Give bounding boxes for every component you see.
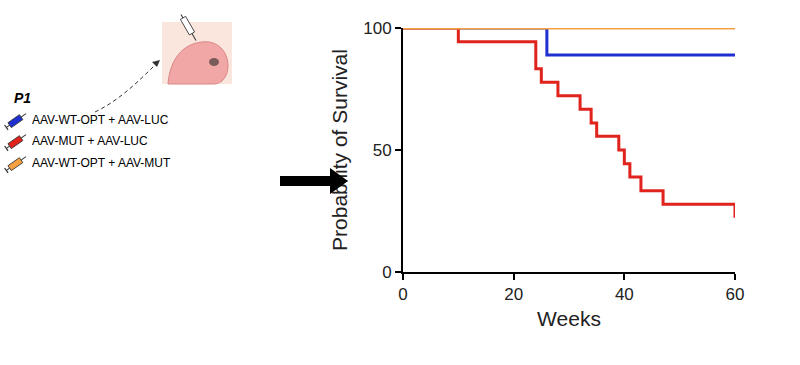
svg-text:Weeks: Weeks	[537, 307, 601, 330]
svg-text:AAV-WT-OPT + AAV-MUT: AAV-WT-OPT + AAV-MUT	[32, 156, 171, 170]
svg-text:100: 100	[363, 19, 391, 38]
svg-text:Probability of Survival: Probability of Survival	[328, 49, 351, 251]
svg-text:40: 40	[615, 285, 634, 304]
svg-text:20: 20	[504, 285, 523, 304]
svg-text:P1: P1	[14, 90, 31, 106]
svg-text:0: 0	[398, 285, 407, 304]
svg-text:50: 50	[373, 141, 392, 160]
svg-text:AAV-WT-OPT + AAV-LUC: AAV-WT-OPT + AAV-LUC	[32, 113, 169, 127]
svg-text:0: 0	[382, 263, 391, 282]
svg-text:60: 60	[726, 285, 745, 304]
svg-text:AAV-MUT + AAV-LUC: AAV-MUT + AAV-LUC	[32, 134, 148, 148]
